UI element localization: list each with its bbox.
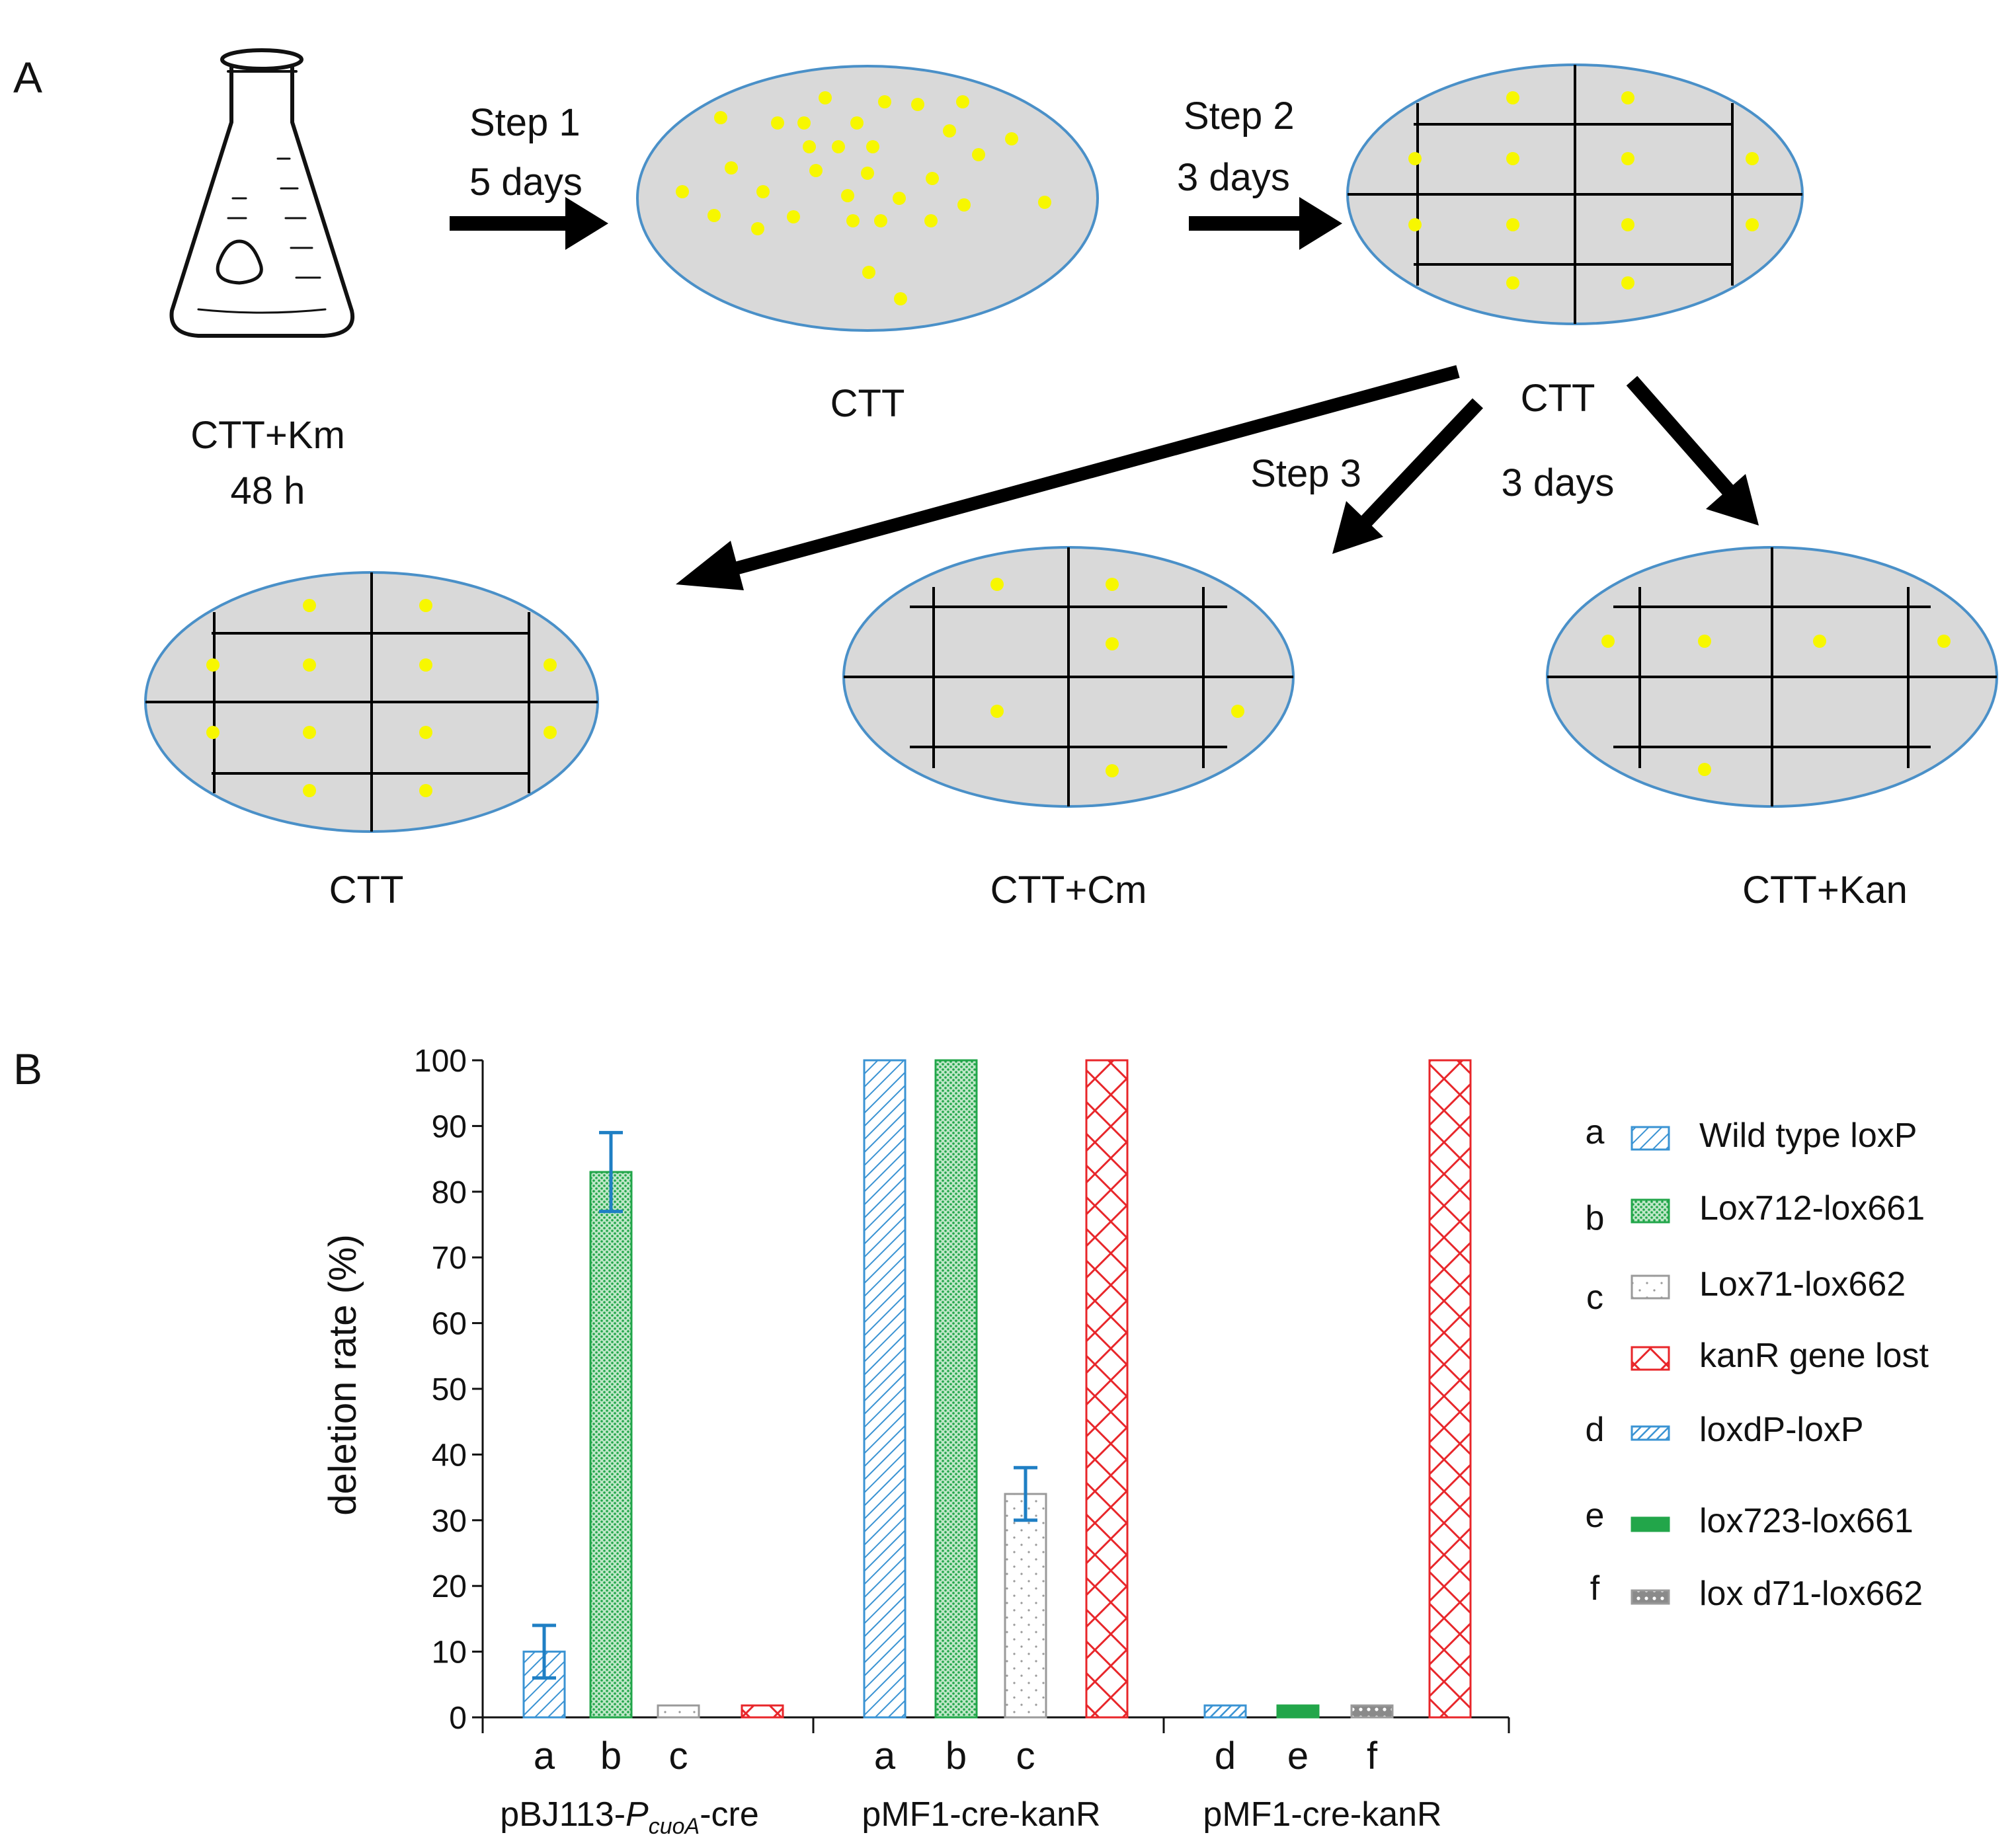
step2-arrow-icon	[1189, 197, 1342, 250]
flask-label-time: 48 h	[231, 469, 305, 512]
plate-step2-label: CTT	[1521, 377, 1595, 420]
bar-label-c: c	[1016, 1735, 1035, 1778]
legend-key-c: c	[1586, 1278, 1603, 1317]
bar-kanr-group3	[1428, 1059, 1472, 1719]
bar-d-group3	[1203, 1704, 1247, 1719]
legend-key-f: f	[1590, 1569, 1600, 1608]
bar-label-d: d	[1215, 1735, 1236, 1778]
y-tick-label: 40	[432, 1438, 467, 1473]
plate-ctt-kan	[1546, 546, 1998, 808]
plate-step1-label: CTT	[830, 382, 905, 425]
bar-label-c: c	[669, 1735, 688, 1778]
legend-swatch-f	[1631, 1589, 1670, 1605]
y-tick-label: 50	[432, 1372, 467, 1407]
x-labels: a b c pBJ113-PcuoA-cre a b c pMF1-cre-kanR d e f pM…	[500, 1735, 1441, 1837]
legend: a Wild type loxP b Lox712-lox661 c Lox71-lox6…	[1586, 1113, 1929, 1613]
bar-kanr-group1	[741, 1704, 784, 1719]
legend-label-kanr: kanR gene lost	[1699, 1337, 1929, 1375]
legend-label-b: Lox712-lox661	[1699, 1189, 1925, 1228]
bar-label-f: f	[1367, 1735, 1378, 1778]
step3-arrow-right-icon	[1626, 375, 1759, 526]
legend-key-e: e	[1586, 1497, 1605, 1535]
bar-label-b: b	[600, 1735, 622, 1778]
bar-kanr-group2	[1085, 1059, 1129, 1719]
bar-c-group1	[657, 1704, 700, 1719]
step1-arrow-icon	[450, 197, 608, 250]
legend-label-f: lox d71-lox662	[1699, 1575, 1923, 1613]
bar-f-group3	[1350, 1704, 1394, 1719]
step1-days: 5 days	[469, 161, 583, 204]
step3-label: Step 3	[1250, 452, 1361, 495]
y-tick-label: 10	[432, 1635, 467, 1670]
step3-days: 3 days	[1502, 461, 1615, 504]
step3-arrow-middle-icon	[1332, 398, 1483, 554]
y-tick-label: 0	[449, 1701, 467, 1736]
group-label-2: pMF1-cre-kanR	[862, 1795, 1100, 1834]
bar-e-group3	[1276, 1704, 1320, 1719]
plate-ctt-kan-label: CTT+Kan	[1742, 869, 1908, 912]
legend-swatch-a	[1631, 1126, 1670, 1151]
plate-ctt-label: CTT	[329, 869, 404, 912]
y-axis-title: deletion rate (%)	[321, 1234, 364, 1516]
bar-label-e: e	[1287, 1735, 1309, 1778]
x-axis	[481, 1716, 1510, 1733]
group-label-3: pMF1-cre-kanR	[1203, 1795, 1441, 1834]
panel-a-letter: A	[13, 53, 42, 102]
bar-c-group2	[1004, 1493, 1047, 1719]
plate-ctt-cm-label: CTT+Cm	[990, 869, 1147, 912]
legend-key-b: b	[1586, 1199, 1605, 1237]
legend-swatch-kanr	[1631, 1346, 1670, 1371]
y-tick-label: 60	[432, 1307, 467, 1342]
step2-label: Step 2	[1184, 95, 1295, 137]
legend-label-c: Lox71-lox662	[1699, 1265, 1906, 1304]
y-tick-label: 80	[432, 1175, 467, 1210]
bar-label-b: b	[946, 1735, 967, 1778]
step2-days: 3 days	[1177, 156, 1290, 199]
y-tick-label: 30	[432, 1504, 467, 1539]
bar-label-a: a	[874, 1735, 896, 1778]
plate-ctt	[144, 571, 599, 833]
y-axis: 0 10 20 30 40 50 60 70 80 90 100	[414, 1044, 484, 1736]
y-tick-label: 90	[432, 1109, 467, 1144]
bar-label-a: a	[534, 1735, 555, 1778]
bar-b-group2	[934, 1059, 978, 1719]
erlenmeyer-flask-icon	[169, 48, 355, 338]
flask-label-medium: CTT+Km	[190, 414, 345, 457]
step3-arrow-left-icon	[676, 365, 1460, 590]
bar-b-group1	[589, 1171, 633, 1719]
legend-key-a: a	[1586, 1113, 1605, 1152]
panel-b-letter: B	[13, 1044, 42, 1093]
step1-label: Step 1	[469, 101, 581, 144]
y-tick-label: 100	[414, 1044, 467, 1079]
legend-label-d: loxdP-loxP	[1699, 1411, 1864, 1449]
legend-swatch-e	[1631, 1516, 1670, 1532]
y-tick-label: 20	[432, 1569, 467, 1604]
plate-step1	[636, 65, 1099, 332]
y-tick-label: 70	[432, 1241, 467, 1276]
legend-swatch-b	[1631, 1198, 1670, 1224]
plate-ctt-cm	[842, 546, 1295, 808]
bars	[522, 1059, 1472, 1719]
legend-swatch-d	[1631, 1425, 1670, 1441]
legend-label-e: lox723-lox661	[1699, 1502, 1914, 1540]
plate-step2	[1346, 63, 1804, 325]
legend-swatch-c	[1631, 1274, 1670, 1300]
legend-label-a: Wild type loxP	[1699, 1116, 1917, 1155]
legend-key-d: d	[1586, 1411, 1605, 1449]
deletion-rate-chart: deletion rate (%) 0 10 20 30 40 50 60 70 80 90 100…	[321, 1044, 1929, 1837]
bar-a-group2	[863, 1059, 907, 1719]
group-label-1: pBJ113-PcuoA-cre	[500, 1795, 759, 1837]
